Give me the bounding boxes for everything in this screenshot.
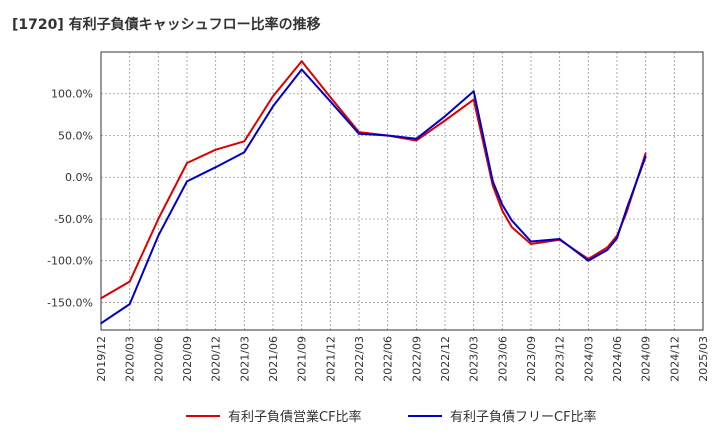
x-tick-label: 2023/09	[525, 336, 538, 382]
data-point-operating-cf	[530, 243, 532, 245]
x-tick-label: 2021/06	[267, 336, 280, 382]
y-tick-label: 0.0%	[65, 171, 93, 184]
series-line-operating-cf	[100, 60, 647, 300]
series-line-free-cf	[100, 68, 647, 325]
data-point-free-cf	[606, 249, 609, 251]
data-point-free-cf	[186, 180, 188, 183]
data-point-free-cf	[511, 219, 513, 222]
data-point-operating-cf	[272, 95, 274, 98]
data-point-free-cf	[272, 105, 274, 108]
x-tick-label: 2024/06	[611, 336, 624, 382]
data-point-free-cf	[501, 203, 504, 206]
data-point-operating-cf	[214, 148, 217, 151]
x-tick-label: 2020/12	[210, 336, 223, 382]
data-point-free-cf	[386, 134, 389, 137]
legend-item-operating-cf: 有利子負債営業CF比率	[186, 406, 362, 425]
data-point-free-cf	[625, 208, 628, 210]
y-tick-label: 100.0%	[51, 88, 93, 101]
legend-swatch-operating-cf	[186, 414, 220, 417]
axes	[100, 51, 704, 331]
data-point-free-cf	[491, 180, 494, 183]
x-tick-label: 2021/03	[238, 336, 251, 382]
x-tick-label: 2019/12	[95, 336, 108, 382]
legend-item-free-cf: 有利子負債フリーCF比率	[408, 406, 597, 425]
x-tick-label: 2023/03	[468, 336, 481, 382]
data-point-operating-cf	[243, 140, 246, 143]
x-tick-label: 2022/09	[410, 336, 423, 382]
series-lines	[100, 60, 647, 325]
x-tick-label: 2020/09	[181, 336, 194, 382]
data-point-free-cf	[329, 100, 332, 103]
x-tick-label: 2022/12	[439, 336, 452, 382]
data-point-free-cf	[243, 151, 246, 153]
x-tick-label: 2024/03	[582, 336, 595, 382]
data-point-free-cf	[214, 166, 217, 169]
data-point-free-cf	[644, 155, 647, 158]
data-point-free-cf	[300, 68, 303, 71]
y-tick-label: -50.0%	[54, 213, 93, 226]
data-point-operating-cf	[415, 139, 418, 142]
data-point-free-cf	[530, 240, 532, 243]
data-point-free-cf	[558, 238, 561, 240]
data-point-free-cf	[100, 322, 102, 325]
y-tick-label: -150.0%	[47, 296, 93, 309]
x-tick-label: 2021/12	[324, 336, 337, 382]
tick-labels: 2019/12 2020/03 2020/06 2020/09 2020/12 2021/…	[47, 88, 710, 382]
y-tick-label: -100.0%	[47, 255, 93, 268]
data-point-operating-cf	[329, 96, 332, 98]
data-point-operating-cf	[128, 280, 131, 283]
chart-title: [1720] 有利子負債キャッシュフロー比率の推移	[12, 17, 321, 33]
y-tick-label: 50.0%	[58, 129, 93, 142]
x-tick-label: 2023/12	[554, 336, 567, 382]
data-point-free-cf	[415, 138, 418, 140]
legend-swatch-free-cf	[408, 414, 442, 417]
data-point-operating-cf	[644, 152, 647, 154]
x-tick-label: 2021/09	[296, 336, 309, 382]
data-point-operating-cf	[511, 226, 513, 229]
data-point-free-cf	[157, 234, 160, 237]
grid-lines	[101, 52, 703, 330]
data-point-operating-cf	[501, 209, 504, 212]
data-point-operating-cf	[157, 218, 160, 220]
legend-label-operating-cf: 有利子負債営業CF比率	[228, 410, 362, 425]
data-point-free-cf	[128, 303, 131, 305]
data-point-operating-cf	[491, 184, 494, 187]
legend-label-free-cf: 有利子負債フリーCF比率	[450, 410, 597, 425]
data-point-free-cf	[358, 133, 360, 135]
data-point-operating-cf	[186, 162, 188, 164]
x-tick-label: 2020/03	[124, 336, 137, 382]
data-point-operating-cf	[606, 246, 609, 249]
data-point-operating-cf	[472, 98, 475, 101]
x-tick-label: 2023/06	[496, 336, 509, 382]
data-point-free-cf	[587, 259, 590, 262]
data-point-free-cf	[472, 90, 475, 93]
data-point-free-cf	[444, 115, 446, 118]
data-point-operating-cf	[100, 297, 102, 300]
x-tick-label: 2022/03	[353, 336, 366, 382]
data-point-free-cf	[616, 237, 618, 239]
x-tick-label: 2022/06	[382, 336, 395, 382]
x-tick-label: 2025/03	[697, 336, 710, 382]
plot-frame	[100, 51, 704, 331]
x-tick-label: 2024/09	[640, 336, 653, 382]
data-point-operating-cf	[444, 119, 446, 122]
x-tick-label: 2024/12	[668, 336, 681, 382]
data-point-operating-cf	[300, 60, 303, 62]
x-tick-label: 2020/06	[152, 336, 165, 382]
